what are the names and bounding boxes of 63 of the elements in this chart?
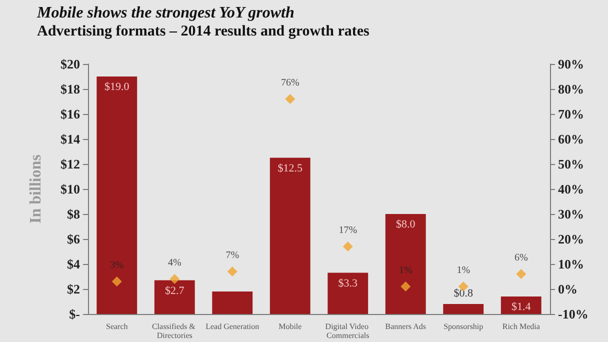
y2-tick-label: 90% [558, 56, 584, 72]
point [516, 269, 526, 279]
y-tick-label: $6 [67, 232, 80, 246]
point [227, 266, 238, 276]
y2-tick-label: 50% [558, 156, 584, 172]
y-tick-label: $20 [60, 56, 80, 72]
data-label: $1.4 [512, 301, 532, 313]
y-tick-label: $- [69, 306, 80, 322]
y2-tick-label: 20% [558, 232, 584, 246]
data-label: $3.3 [338, 277, 358, 290]
bar [500, 296, 542, 314]
bar [385, 214, 426, 314]
data-label: 1% [456, 265, 470, 276]
bar [96, 76, 138, 314]
bar [212, 292, 253, 314]
data-label: $0.8 [454, 288, 474, 300]
y2-tick-label: 40% [558, 182, 584, 196]
x-tick-label: Sponsorship [444, 322, 484, 331]
y2-tick-label: 0% [558, 282, 578, 296]
bar [443, 304, 484, 314]
y-tick-label: $12 [60, 156, 80, 172]
y2-tick-label: 60% [558, 132, 584, 146]
chart-title: Mobile shows the strongest YoY growth [36, 4, 294, 22]
point [112, 276, 122, 286]
y-tick-label: $2 [67, 282, 80, 296]
data-label: $2.7 [165, 284, 185, 297]
y2-tick-label: 30% [558, 206, 584, 222]
point [342, 242, 353, 252]
data-label: 1% [398, 265, 412, 276]
data-label: $12.5 [278, 162, 303, 174]
x-tick-label: Classifieds & Directories [152, 322, 198, 340]
y2-tick-label: 80% [558, 82, 584, 96]
x-tick-label: Lead Generation [206, 322, 260, 331]
point [400, 282, 411, 292]
y2-tick-label: -10% [558, 306, 588, 322]
y-axis-title: In billions [28, 154, 44, 224]
data-label: $19.0 [104, 81, 130, 93]
y-tick-label: $10 [60, 182, 80, 196]
y-tick-label: $16 [60, 106, 80, 122]
data-label: 4% [168, 258, 182, 268]
data-label: 76% [280, 78, 300, 88]
x-tick-label: Search [106, 322, 128, 331]
x-tick-label: Banners Ads [385, 322, 426, 331]
x-tick-label: Digital Video Commercials [325, 322, 370, 340]
data-label: 17% [338, 225, 358, 236]
data-label: 3% [110, 260, 124, 271]
chart-subtitle: Advertising formats – 2014 results and growth rates [37, 24, 370, 40]
data-label: 6% [514, 252, 528, 264]
bar [270, 158, 310, 314]
point [285, 94, 296, 104]
x-tick-label: Rich Media [502, 322, 540, 331]
point [170, 274, 180, 284]
y-tick-label: $4 [67, 256, 80, 272]
data-label: 7% [226, 250, 240, 261]
bar [154, 280, 195, 314]
data-label: $8.0 [396, 218, 416, 230]
y-tick-label: $18 [60, 82, 80, 96]
y2-tick-label: 70% [558, 106, 584, 122]
y2-tick-label: 10% [558, 256, 584, 272]
y-tick-label: $8 [67, 206, 80, 222]
x-tick-label: Mobile [278, 322, 302, 331]
y-tick-label: $14 [60, 132, 80, 146]
bar [328, 272, 368, 314]
